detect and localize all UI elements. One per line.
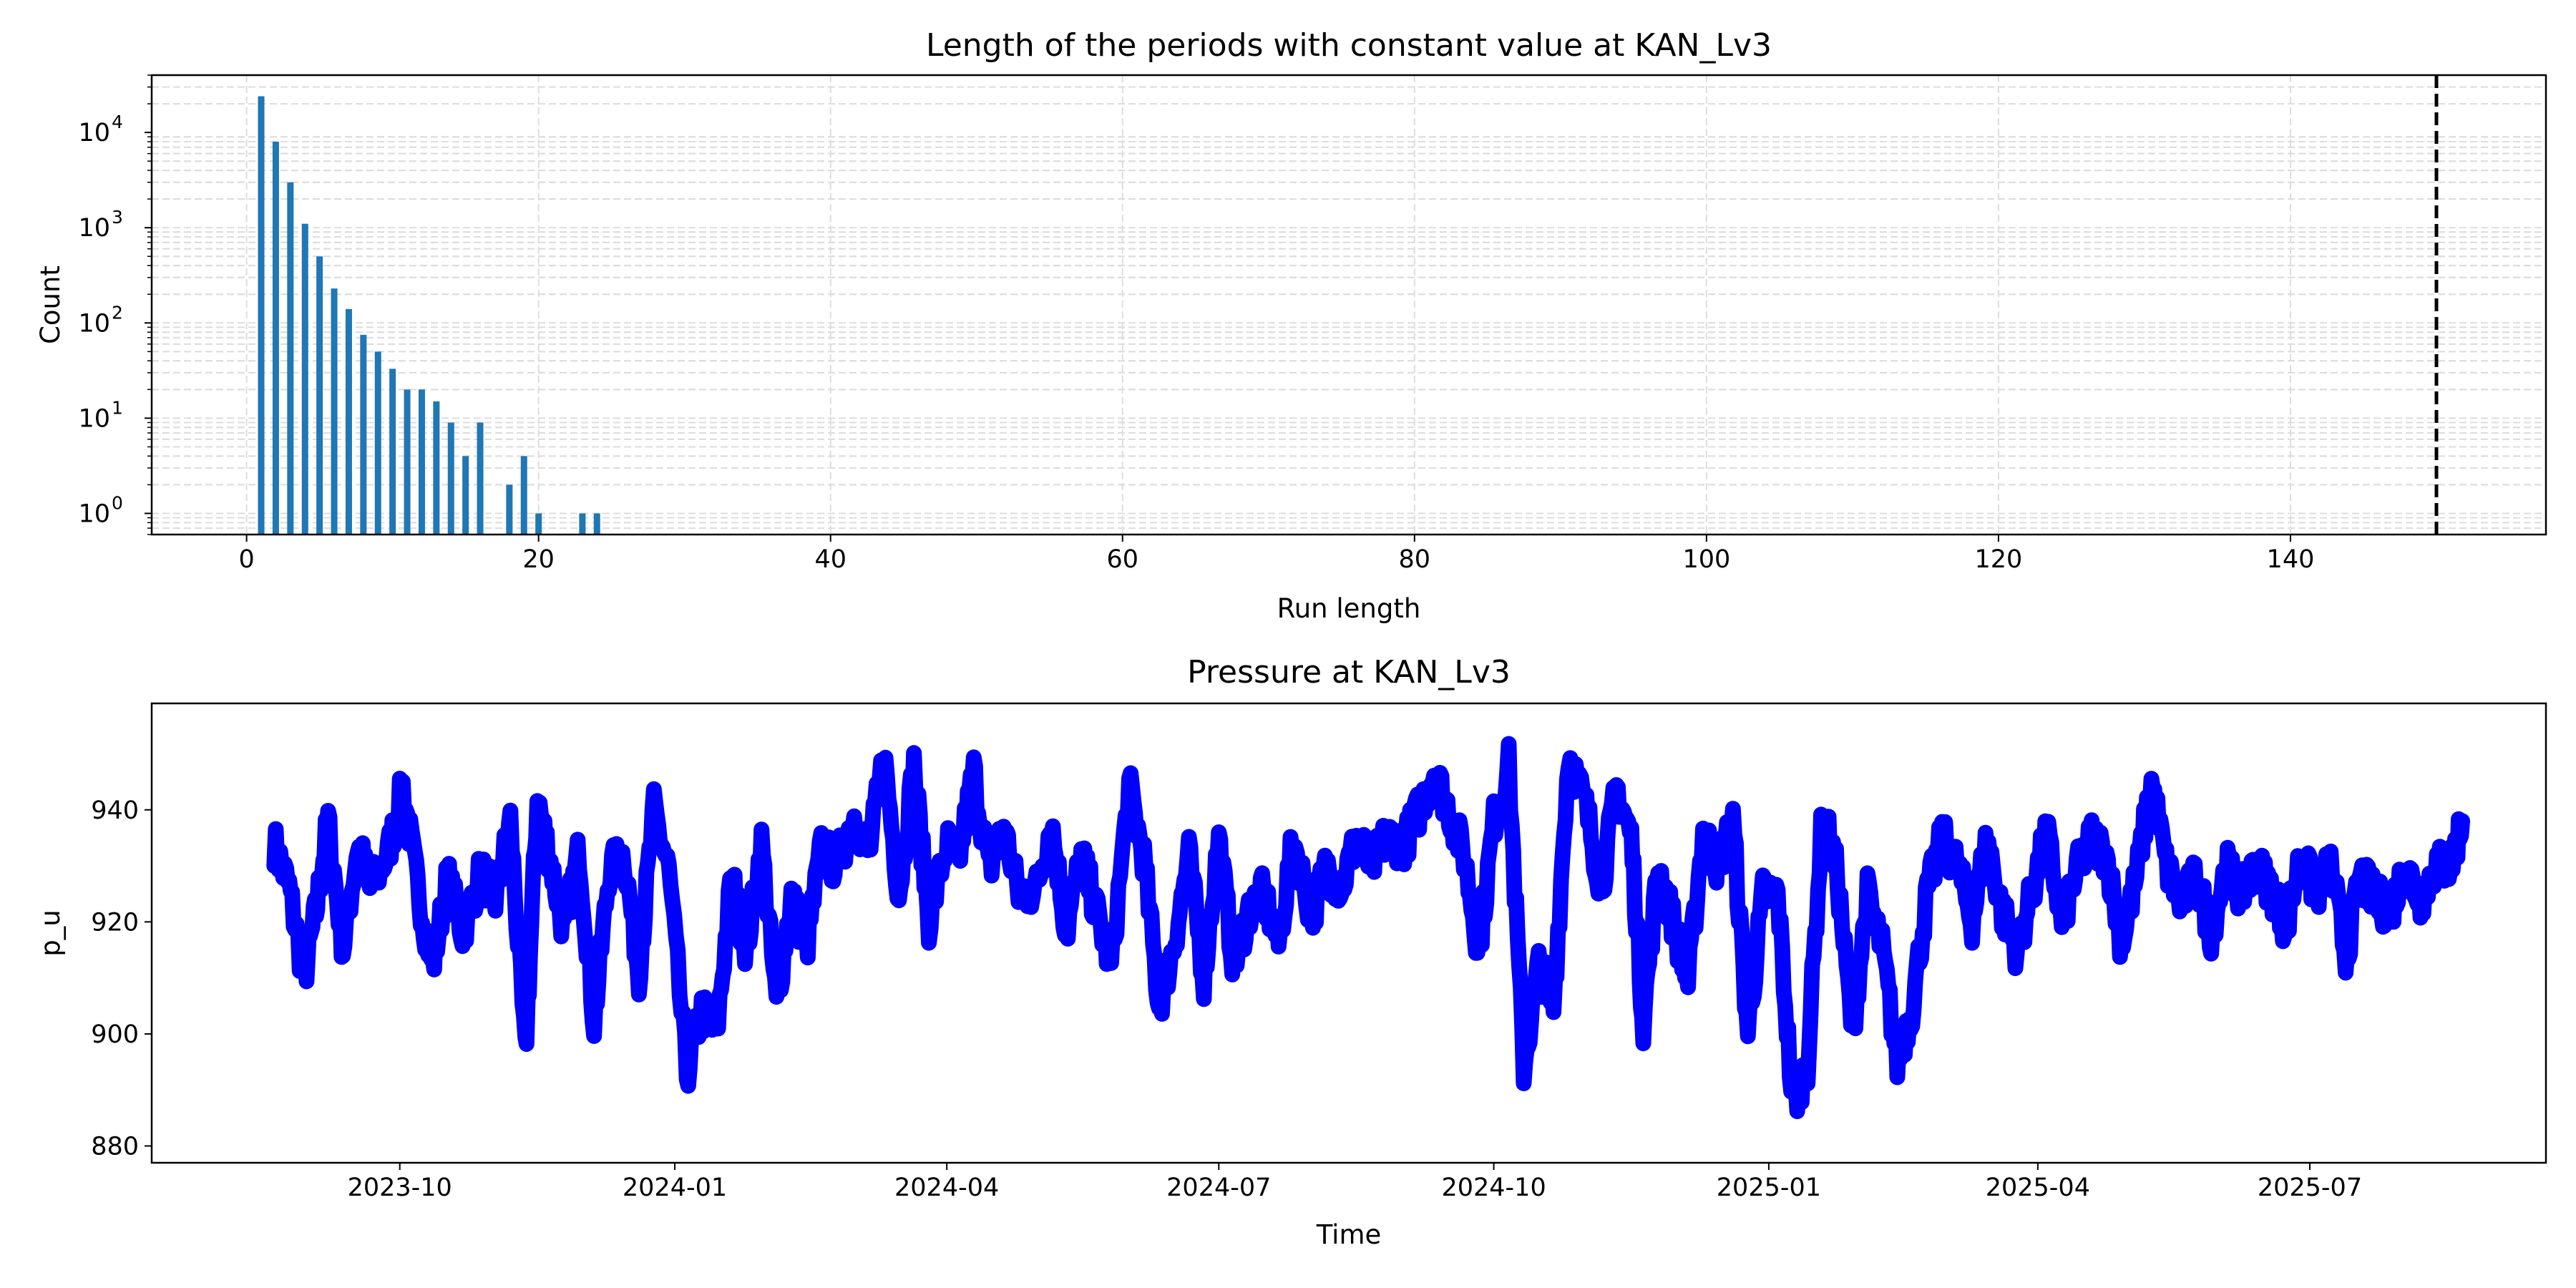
y-tick-exponent: 0 xyxy=(112,492,123,513)
histogram-bar xyxy=(258,96,265,535)
x-tick-label: 2023-10 xyxy=(348,1174,452,1202)
pressure-series xyxy=(266,736,2470,1119)
histogram-bar xyxy=(579,513,586,535)
histogram-bar xyxy=(447,422,454,535)
x-tick-label: 140 xyxy=(2267,545,2315,574)
histogram-bar xyxy=(520,456,527,535)
y-tick-exponent: 4 xyxy=(112,112,123,132)
histogram-bar xyxy=(477,422,484,535)
y-tick-label: 10 xyxy=(78,119,110,147)
x-tick-label: 60 xyxy=(1106,545,1138,574)
histogram-title: Length of the periods with constant valu… xyxy=(926,27,1772,64)
x-tick-label: 2024-07 xyxy=(1166,1174,1271,1202)
histogram-bar xyxy=(462,456,469,535)
pressure-y-label: p_u xyxy=(35,909,66,956)
histogram-bar xyxy=(593,513,600,535)
x-tick-label: 40 xyxy=(814,545,847,574)
histogram-bar xyxy=(345,308,352,535)
histogram-bars xyxy=(258,96,600,535)
histogram-bar xyxy=(433,401,440,535)
x-tick-label: 2024-04 xyxy=(894,1174,999,1202)
histogram-bar xyxy=(272,142,279,535)
x-tick-label: 0 xyxy=(238,545,254,574)
pressure-x-ticks: 2023-10 2024-01 2024-04 2024-07 2024-10 2025-… xyxy=(348,1163,2362,1202)
histogram-bar xyxy=(360,334,367,535)
y-tick-label: 940 xyxy=(91,796,139,825)
histogram-bar xyxy=(535,513,542,535)
y-tick-exponent: 2 xyxy=(112,302,123,323)
y-tick-label: 10 xyxy=(78,214,110,243)
x-tick-label: 2024-10 xyxy=(1441,1174,1546,1202)
histogram-y-label: Count xyxy=(35,265,66,344)
y-tick-exponent: 1 xyxy=(112,397,123,418)
histogram-grid xyxy=(152,74,2546,535)
y-tick-label: 920 xyxy=(91,908,139,937)
x-tick-label: 2025-07 xyxy=(2258,1174,2362,1202)
pressure-x-label: Time xyxy=(1316,1219,1382,1250)
y-tick-label: 10 xyxy=(78,404,110,433)
pressure-y-ticks: 880 900 920 940 xyxy=(91,796,152,1161)
y-tick-label: 10 xyxy=(78,309,110,338)
x-tick-label: 20 xyxy=(522,545,555,574)
y-tick-label: 880 xyxy=(91,1133,139,1161)
histogram-bar xyxy=(287,182,294,535)
pressure-line xyxy=(266,736,2470,1119)
y-tick-exponent: 3 xyxy=(112,207,123,228)
histogram-bar xyxy=(389,369,396,535)
histogram-bar xyxy=(506,484,513,535)
pressure-panel: 2023-10 2024-01 2024-04 2024-07 2024-10 2025-… xyxy=(35,654,2547,1250)
histogram-frame xyxy=(150,74,2547,536)
x-tick-label: 100 xyxy=(1682,545,1730,574)
x-tick-label: 80 xyxy=(1399,545,1431,574)
y-tick-label: 900 xyxy=(91,1020,139,1049)
histogram-bar xyxy=(374,351,381,535)
pressure-frame xyxy=(150,702,2547,1164)
x-tick-label: 120 xyxy=(1975,545,2023,574)
histogram-bar xyxy=(316,256,323,535)
histogram-bar xyxy=(404,389,411,535)
histogram-bar xyxy=(418,389,425,535)
pressure-title: Pressure at KAN_Lv3 xyxy=(1187,654,1511,691)
histogram-x-label: Run length xyxy=(1277,593,1421,624)
histogram-bar xyxy=(331,288,338,535)
y-tick-label: 10 xyxy=(78,499,110,528)
x-tick-label: 2025-04 xyxy=(1986,1174,2090,1202)
x-tick-label: 2025-01 xyxy=(1717,1174,1821,1202)
x-tick-label: 2024-01 xyxy=(623,1174,727,1202)
histogram-x-ticks: 0 20 40 60 80 100 120 140 xyxy=(238,535,2314,574)
histogram-bar xyxy=(301,223,308,535)
